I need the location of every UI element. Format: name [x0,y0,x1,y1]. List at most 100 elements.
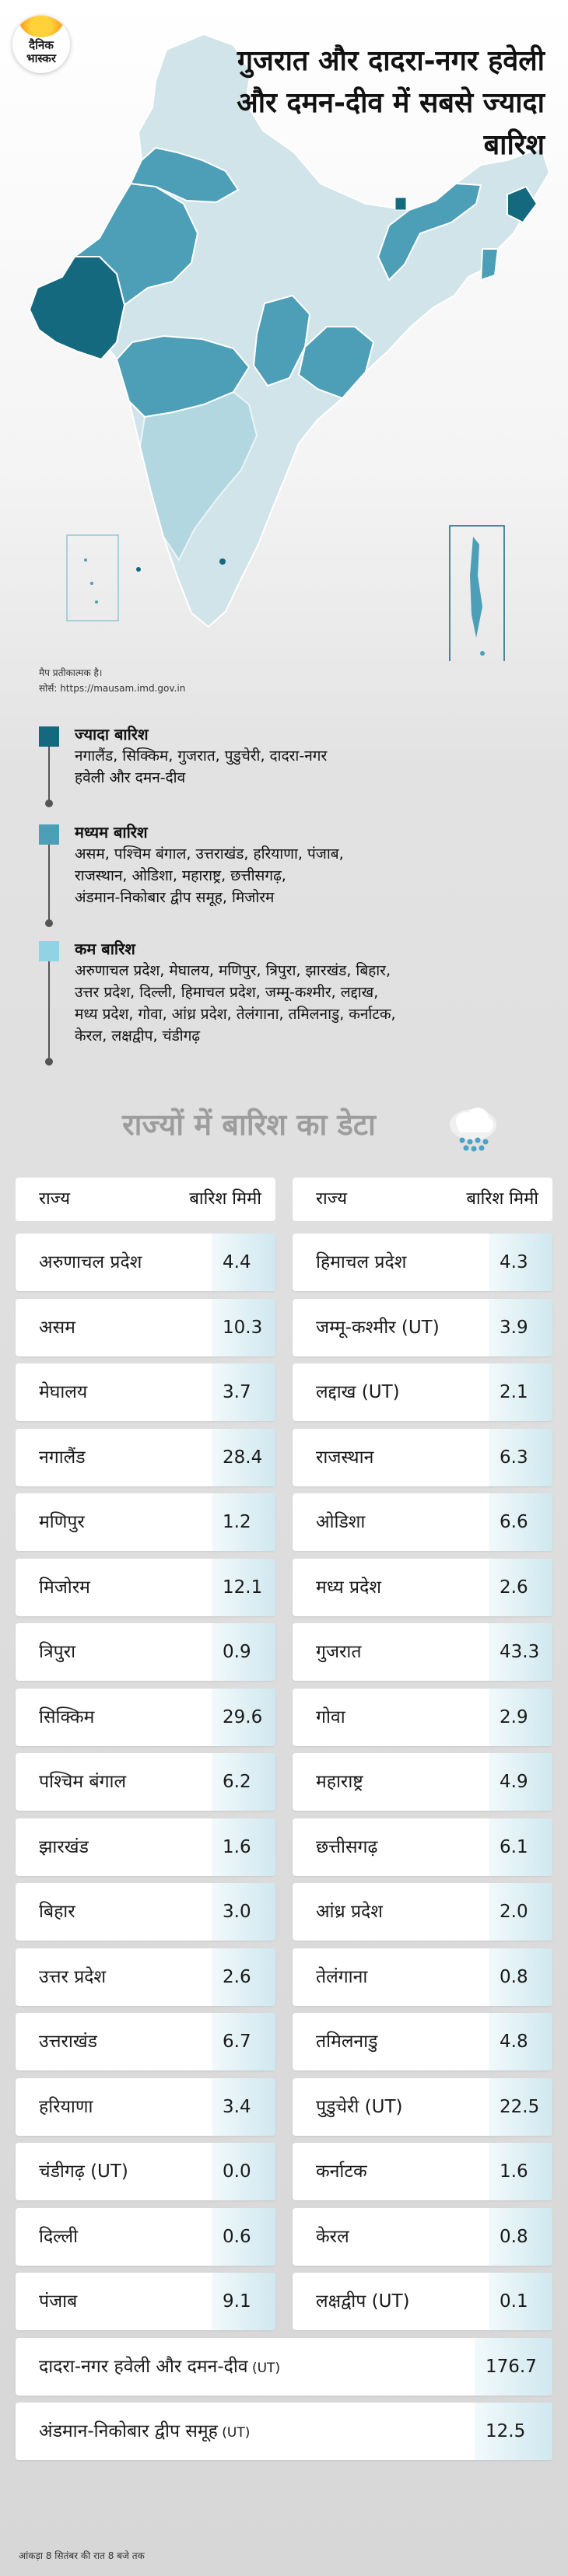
logo-line1: दैनिक [29,38,54,52]
rain-value: 0.1 [500,2291,528,2312]
legend-title-medium: मध्यम बारिश [75,823,148,842]
header-rain-mm: बारिश मिमी [189,1189,261,1209]
map-rajasthan [72,182,199,306]
table-row: दिल्ली 0.6 [16,2207,275,2266]
rain-value: 0.6 [223,2226,251,2247]
rain-value: 22.5 [500,2096,540,2117]
state-name: मिजोरम [39,1577,90,1598]
state-name: त्रिपुरा [39,1642,76,1662]
rain-value-cell: 4.9 [489,1753,552,1811]
map-puducherry [219,558,226,565]
rain-value: 0.0 [223,2161,251,2182]
rain-value: 29.6 [223,1706,263,1727]
dainik-bhaskar-logo: दैनिक भास्कर [12,16,70,73]
state-name: केरल [316,2226,349,2247]
header-rain-mm: बारिश मिमी [466,1189,538,1209]
state-name: अंडमान-निकोबार द्वीप समूह (UT) [39,2421,251,2441]
legend-low: कम बारिश अरुणाचल प्रदेश, मेघालय, मणिपुर,… [39,938,537,1066]
rain-value-cell: 3.0 [212,1883,275,1941]
rain-value: 4.4 [223,1252,251,1272]
legend-swatch-medium [39,824,59,845]
table-row: पश्चिम बंगाल 6.2 [16,1753,275,1811]
table-row: दादरा-नगर हवेली और दमन-दीव (UT) 176.7 [16,2337,552,2396]
rain-value: 12.5 [486,2421,526,2441]
rain-value-cell: 4.3 [489,1234,552,1291]
state-name: ओडिशा [316,1512,366,1532]
map-disclaimer: मैप प्रतीकात्मक है। [39,667,103,678]
state-name: उत्तराखंड [39,2032,97,2052]
rain-value-cell: 0.6 [212,2207,275,2266]
map-south-low [138,390,258,562]
map-north-medium [129,146,240,204]
table-row: चंडीगढ़ (UT) 0.0 [16,2143,275,2200]
state-name: कर्नाटक [316,2161,367,2182]
rain-value: 4.8 [500,2032,528,2052]
legend-line: नगालैंड, सिक्किम, गुजरात, पुडुचेरी, दादर… [75,747,328,765]
rain-value-cell: 1.2 [212,1493,275,1551]
header-state: राज्य [316,1189,348,1209]
table-row: लक्षद्वीप (UT) 0.1 [293,2273,552,2330]
map-maharashtra [115,334,251,418]
state-name: महाराष्ट्र [316,1772,363,1792]
map-andaman-box [449,525,505,661]
map-source: सोर्स: https://mausam.imd.gov.in [39,683,186,694]
legend-line: मध्य प्रदेश, गोवा, आंध्र प्रदेश, तेलंगान… [75,1006,396,1023]
state-name: पश्चिम बंगाल [39,1772,127,1792]
rain-value-cell: 12.5 [475,2403,552,2460]
legend-line: अंडमान-निकोबार द्वीप समूह, मिजोरम [75,889,275,906]
rain-value: 3.0 [223,1902,251,1922]
rain-value: 6.7 [223,2032,251,2052]
rain-value-cell: 6.3 [489,1428,552,1486]
rain-value-cell: 9.1 [212,2273,275,2330]
map-lakshadweep-box [66,534,119,621]
state-name: चंडीगढ़ (UT) [39,2161,128,2182]
table-row: हिमाचल प्रदेश 4.3 [293,1234,552,1291]
rain-value: 6.2 [223,1772,251,1792]
table-row: त्रिपुरा 0.9 [16,1623,275,1681]
state-name: दादरा-नगर हवेली और दमन-दीव (UT) [39,2356,281,2377]
table-row: अरुणाचल प्रदेश 4.4 [16,1234,275,1291]
rain-value: 2.1 [500,1382,528,1402]
rain-value: 43.3 [500,1642,540,1662]
state-name: पुडुचेरी (UT) [316,2096,403,2117]
rain-value-cell: 4.8 [489,2013,552,2070]
state-name: मेघालय [39,1382,88,1402]
rain-value-cell: 2.1 [489,1363,552,1421]
rain-value: 6.1 [500,1836,528,1857]
state-name: मणिपुर [39,1512,85,1532]
state-name: दिल्ली [39,2226,79,2247]
map-nagaland [507,185,538,224]
rain-value-cell: 10.3 [212,1298,275,1356]
state-name: गोवा [316,1706,345,1727]
rain-value-cell: 6.2 [212,1753,275,1811]
rain-value: 10.3 [223,1317,263,1338]
logo-line2: भास्कर [26,51,56,65]
legend-swatch-high [39,726,59,747]
rain-value: 28.4 [223,1447,263,1468]
table-row: छत्तीसगढ़ 6.1 [293,1818,552,1876]
rain-value-cell: 0.8 [489,1948,552,2006]
table-row: जम्मू-कश्मीर (UT) 3.9 [293,1298,552,1356]
table-row: आंध्र प्रदेश 2.0 [293,1883,552,1941]
rain-value: 0.9 [223,1642,251,1662]
rain-value-cell: 0.1 [489,2273,552,2330]
state-name: हरियाणा [39,2096,93,2117]
rain-value: 12.1 [223,1577,263,1598]
footer-note: आंकड़ा 8 सितंबर की रात 8 बजे तक [19,2550,145,2561]
table-row: असम 10.3 [16,1298,275,1356]
table-row: सिक्किम 29.6 [16,1688,275,1746]
rain-value-cell: 4.4 [212,1234,275,1291]
rain-value: 0.8 [500,1966,528,1987]
rain-value-cell: 0.8 [489,2207,552,2266]
rain-value: 2.9 [500,1706,528,1727]
state-name: गुजरात [316,1642,362,1662]
table-row: अंडमान-निकोबार द्वीप समूह (UT) 12.5 [16,2403,552,2460]
map-odisha [297,326,375,400]
table-row: मध्य प्रदेश 2.6 [293,1558,552,1616]
legend-title-low: कम बारिश [75,940,135,958]
rain-value-cell: 3.9 [489,1298,552,1356]
state-name: जम्मू-कश्मीर (UT) [316,1317,440,1338]
rain-value: 0.8 [500,2226,528,2247]
right-column-header: राज्य बारिश मिमी [293,1178,552,1221]
india-map [28,33,551,661]
